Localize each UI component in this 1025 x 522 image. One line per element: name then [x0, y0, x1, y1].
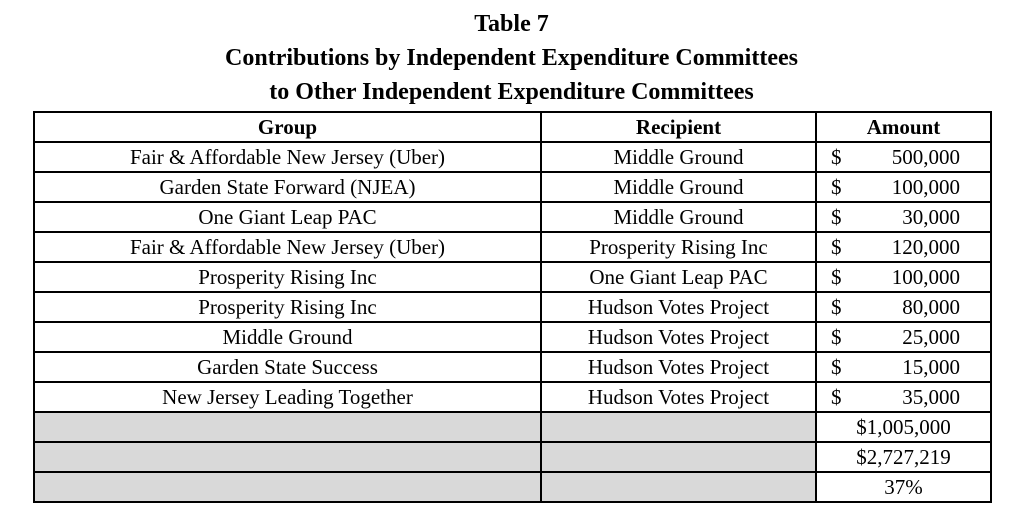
group-cell: Garden State Forward (NJEA): [33, 171, 542, 203]
amount-value: 30,000: [902, 204, 960, 229]
table-row: Fair & Affordable New Jersey (Uber) Middl…: [33, 141, 992, 173]
currency-symbol: $: [831, 144, 842, 169]
amount-cell: $100,000: [815, 261, 992, 293]
header-row: Group Recipient Amount: [33, 111, 992, 143]
table-row: Garden State Success Hudson Votes Project…: [33, 351, 992, 383]
table-row: Prosperity Rising Inc One Giant Leap PAC $…: [33, 261, 992, 293]
table-row: Middle Ground Hudson Votes Project $25,000: [33, 321, 992, 353]
amount-cell: $500,000: [815, 141, 992, 173]
currency-symbol: $: [831, 384, 842, 409]
amount-cell: $35,000: [815, 381, 992, 413]
group-cell: Fair & Affordable New Jersey (Uber): [33, 141, 542, 173]
recipient-cell: Middle Ground: [540, 141, 817, 173]
recipient-cell: Middle Ground: [540, 171, 817, 203]
column-header-amount: Amount: [815, 111, 992, 143]
summary-amount-cell: $2,727,219: [815, 441, 992, 473]
group-shaded-cell: [33, 411, 542, 443]
recipient-cell: Prosperity Rising Inc: [540, 231, 817, 263]
group-cell: Middle Ground: [33, 321, 542, 353]
summary-row: $2,727,219: [33, 441, 992, 473]
currency-symbol: $: [831, 294, 842, 319]
table-row: New Jersey Leading Together Hudson Votes …: [33, 381, 992, 413]
amount-cell: $80,000: [815, 291, 992, 323]
amount-value: 100,000: [891, 174, 960, 199]
summary-row: $1,005,000: [33, 411, 992, 443]
recipient-cell: One Giant Leap PAC: [540, 261, 817, 293]
amount-value: 80,000: [902, 294, 960, 319]
currency-symbol: $: [831, 174, 842, 199]
amount-layout: $500,000: [818, 144, 989, 170]
amount-value: 500,000: [891, 144, 960, 169]
amount-value: 120,000: [891, 234, 960, 259]
amount-layout: $80,000: [818, 294, 989, 320]
amount-value: 15,000: [902, 354, 960, 379]
column-header-recipient: Recipient: [540, 111, 817, 143]
amount-value: 100,000: [891, 264, 960, 289]
group-cell: One Giant Leap PAC: [33, 201, 542, 233]
amount-layout: $100,000: [818, 174, 989, 200]
group-cell: Prosperity Rising Inc: [33, 261, 542, 293]
amount-layout: $25,000: [818, 324, 989, 350]
summary-row: 37%: [33, 471, 992, 503]
amount-value: 25,000: [902, 324, 960, 349]
amount-layout: $15,000: [818, 354, 989, 380]
table-row: One Giant Leap PAC Middle Ground $30,000: [33, 201, 992, 233]
amount-cell: $25,000: [815, 321, 992, 353]
recipient-cell: Hudson Votes Project: [540, 351, 817, 383]
currency-symbol: $: [831, 264, 842, 289]
recipient-cell: Middle Ground: [540, 201, 817, 233]
amount-cell: $100,000: [815, 171, 992, 203]
group-shaded-cell: [33, 471, 542, 503]
table-body: Fair & Affordable New Jersey (Uber) Middl…: [33, 141, 992, 503]
currency-symbol: $: [831, 204, 842, 229]
amount-value: 35,000: [902, 384, 960, 409]
group-cell: New Jersey Leading Together: [33, 381, 542, 413]
amount-cell: $15,000: [815, 351, 992, 383]
currency-symbol: $: [831, 234, 842, 259]
table-title-line-2: Contributions by Independent Expenditure…: [225, 45, 798, 71]
table-number-title: Table 7: [474, 11, 549, 37]
group-shaded-cell: [33, 441, 542, 473]
recipient-shaded-cell: [540, 411, 817, 443]
currency-symbol: $: [831, 324, 842, 349]
group-cell: Garden State Success: [33, 351, 542, 383]
column-header-group: Group: [33, 111, 542, 143]
table-title-block: Table 7 Contributions by Independent Exp…: [33, 0, 990, 109]
amount-cell: $30,000: [815, 201, 992, 233]
recipient-shaded-cell: [540, 441, 817, 473]
contributions-table: Group Recipient Amount Fair & Affordable…: [33, 111, 992, 503]
currency-symbol: $: [831, 354, 842, 379]
recipient-shaded-cell: [540, 471, 817, 503]
summary-amount-cell: 37%: [815, 471, 992, 503]
group-cell: Fair & Affordable New Jersey (Uber): [33, 231, 542, 263]
recipient-cell: Hudson Votes Project: [540, 321, 817, 353]
table-row: Garden State Forward (NJEA) Middle Ground…: [33, 171, 992, 203]
summary-amount-cell: $1,005,000: [815, 411, 992, 443]
amount-cell: $120,000: [815, 231, 992, 263]
table-row: Fair & Affordable New Jersey (Uber) Prosp…: [33, 231, 992, 263]
recipient-cell: Hudson Votes Project: [540, 381, 817, 413]
table-title-line-3: to Other Independent Expenditure Committ…: [269, 79, 754, 105]
recipient-cell: Hudson Votes Project: [540, 291, 817, 323]
amount-layout: $30,000: [818, 204, 989, 230]
amount-layout: $35,000: [818, 384, 989, 410]
amount-layout: $120,000: [818, 234, 989, 260]
amount-layout: $100,000: [818, 264, 989, 290]
group-cell: Prosperity Rising Inc: [33, 291, 542, 323]
table-row: Prosperity Rising Inc Hudson Votes Projec…: [33, 291, 992, 323]
